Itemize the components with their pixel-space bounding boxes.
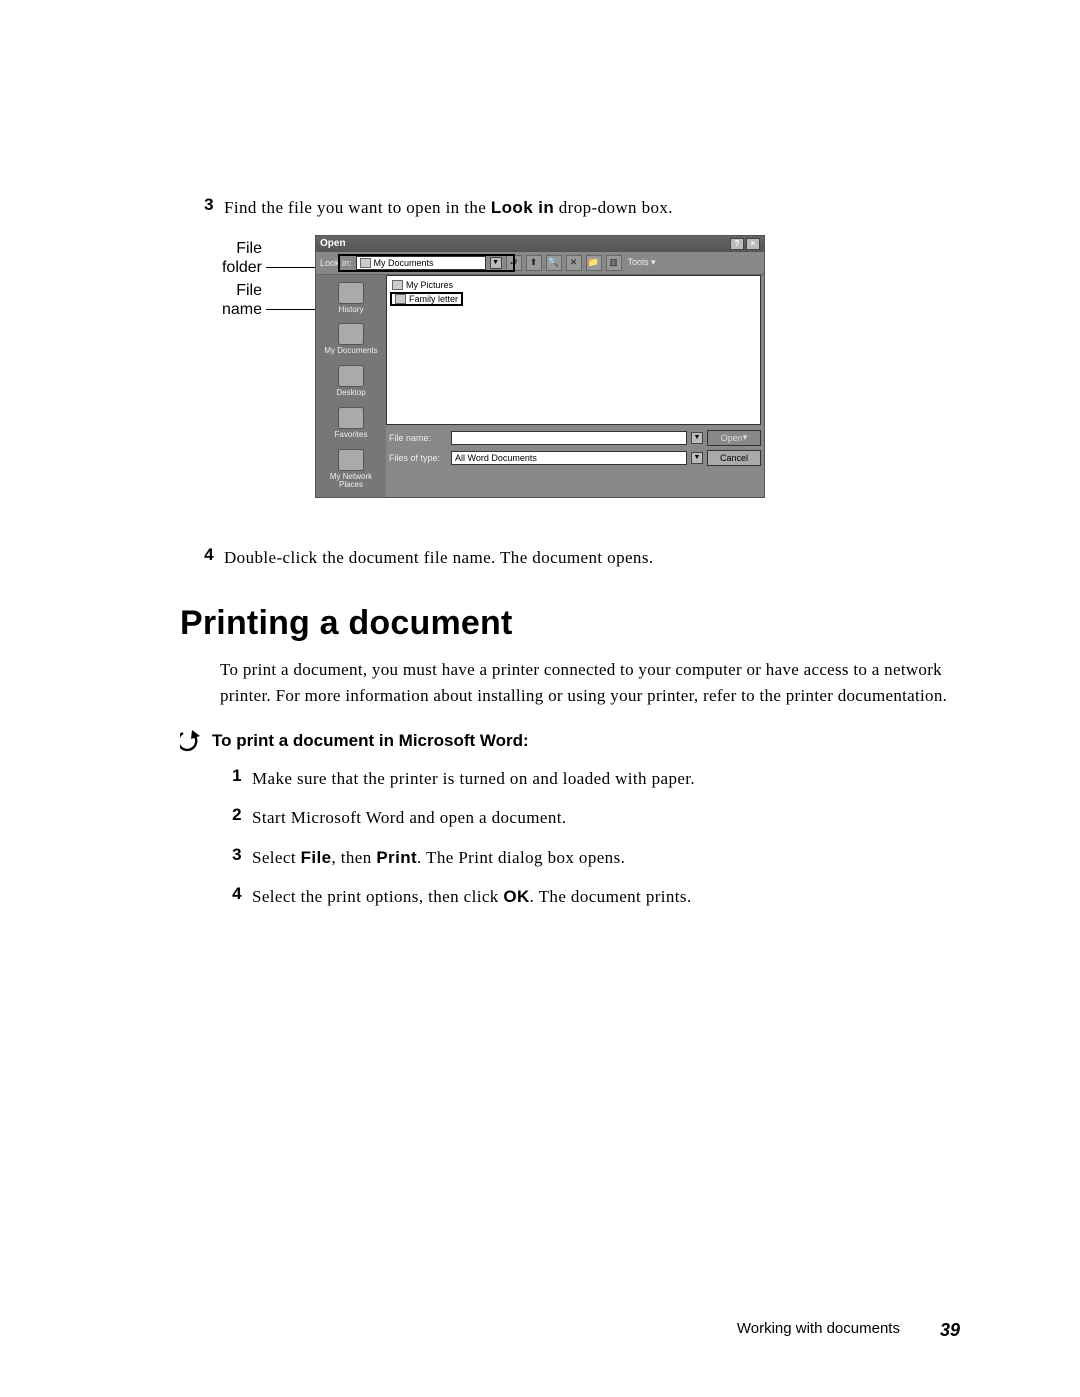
pstep3-text: Select File, then Print. The Print dialo… — [252, 845, 960, 871]
filetype-select[interactable]: All Word Documents — [451, 451, 687, 465]
dialog-toolbar: Look in: My Documents ▼ ⮐ ⬆ 🔍 ✕ 📁 ▥ Tool… — [316, 252, 764, 275]
doc-icon — [395, 294, 406, 304]
open-dialog: Open ? × Look in: My Documents ▼ ⮐ ⬆ 🔍 ✕… — [315, 235, 765, 499]
pstep1-text: Make sure that the printer is turned on … — [252, 766, 960, 792]
back-icon[interactable]: ⮐ — [506, 255, 522, 271]
step3-text: Find the file you want to open in the Lo… — [224, 195, 960, 221]
filetype-label: Files of type: — [389, 453, 447, 463]
callout-file-name: File name — [202, 281, 262, 319]
cancel-button[interactable]: Cancel — [707, 450, 761, 466]
filename-label: File name: — [389, 433, 447, 443]
filename-input[interactable] — [451, 431, 687, 445]
lookin-value: My Documents — [374, 258, 434, 268]
callout-line2: folder — [202, 258, 262, 277]
filetype-drop-icon[interactable]: ▼ — [691, 452, 703, 464]
step-number: 1 — [224, 766, 252, 792]
file-list[interactable]: My Pictures Family letter — [386, 275, 761, 425]
mydocs-icon — [338, 323, 364, 345]
pstep2-text: Start Microsoft Word and open a document… — [252, 805, 960, 831]
dialog-title: Open — [320, 238, 346, 249]
section-heading: Printing a document — [180, 604, 960, 643]
up-icon[interactable]: ⬆ — [526, 255, 542, 271]
pstep4-text: Select the print options, then click OK.… — [252, 884, 960, 910]
step-number: 3 — [224, 845, 252, 871]
step3-post: drop-down box. — [554, 198, 673, 217]
search-icon[interactable]: 🔍 — [546, 255, 562, 271]
step4-text: Double-click the document file name. The… — [224, 545, 960, 571]
procedure-subheading: To print a document in Microsoft Word: — [212, 731, 529, 751]
open-dialog-figure: File folder File name Open ? × Look in: — [180, 235, 960, 515]
delete-icon[interactable]: ✕ — [566, 255, 582, 271]
list-item[interactable]: My Pictures — [390, 279, 757, 291]
arrow-bullet-icon — [180, 730, 202, 752]
desktop-icon — [338, 365, 364, 387]
lookin-label: Look in: — [320, 258, 352, 268]
intro-paragraph: To print a document, you must have a pri… — [220, 657, 960, 710]
step-number: 3 — [196, 195, 224, 221]
places-bar: History My Documents Desktop Favorites M… — [316, 275, 386, 498]
page-footer: Working with documents 39 — [737, 1320, 960, 1341]
callout-line1: File — [202, 239, 262, 258]
folder-icon — [392, 280, 403, 290]
chapter-name: Working with documents — [737, 1320, 900, 1341]
open-button[interactable]: Open ▾ — [707, 430, 761, 446]
help-button[interactable]: ? — [730, 238, 744, 250]
page-number: 39 — [940, 1320, 960, 1341]
newfolder-icon[interactable]: 📁 — [586, 255, 602, 271]
step3-bold: Look in — [491, 198, 554, 217]
callout-line2b: name — [202, 300, 262, 319]
filename-drop-icon[interactable]: ▼ — [691, 432, 703, 444]
step-number: 2 — [224, 805, 252, 831]
place-favorites[interactable]: Favorites — [316, 404, 386, 443]
history-icon — [338, 282, 364, 304]
step-number: 4 — [224, 884, 252, 910]
step-number: 4 — [196, 545, 224, 571]
tools-menu[interactable]: Tools ▾ — [626, 257, 658, 268]
callout-line1b: File — [202, 281, 262, 300]
place-network[interactable]: My NetworkPlaces — [316, 446, 386, 494]
place-mydocuments[interactable]: My Documents — [316, 320, 386, 359]
place-history[interactable]: History — [316, 279, 386, 318]
views-icon[interactable]: ▥ — [606, 255, 622, 271]
close-button[interactable]: × — [746, 238, 760, 250]
step3-pre: Find the file you want to open in the — [224, 198, 491, 217]
list-item-selected[interactable]: Family letter — [390, 292, 463, 306]
place-desktop[interactable]: Desktop — [316, 362, 386, 401]
folder-icon — [360, 258, 371, 268]
network-icon — [338, 449, 364, 471]
favorites-icon — [338, 407, 364, 429]
lookin-dropdown[interactable]: My Documents — [356, 256, 486, 270]
dialog-titlebar: Open ? × — [316, 236, 764, 252]
dropdown-arrow-icon[interactable]: ▼ — [490, 257, 502, 269]
callout-file-folder: File folder — [202, 239, 262, 277]
